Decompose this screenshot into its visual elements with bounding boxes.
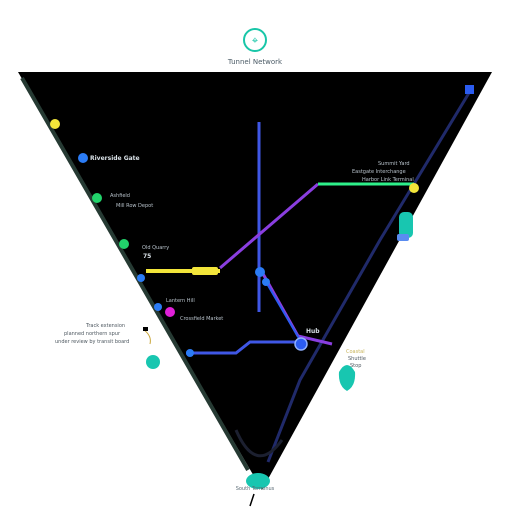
label-right-station-line-3: Harbor Link Terminal [362, 177, 414, 183]
network-frame [18, 72, 492, 490]
bottom-tail [249, 493, 255, 507]
node-yellow-right [409, 183, 419, 193]
right-outer-note-line-1: Coastal [346, 349, 365, 355]
node-green-2 [119, 239, 129, 249]
node-yellow-tag [192, 267, 218, 275]
outer-note-line-2: planned northern spur [64, 331, 121, 337]
label-right-station-line-1: Summit Yard [378, 161, 410, 167]
right-outer-note-line-2: Shuttle [348, 356, 366, 362]
purple-diagonal-line [219, 182, 319, 270]
node-hub [255, 267, 265, 277]
node-blue-2 [137, 274, 145, 282]
outer-note-marker [143, 327, 148, 331]
node-blue-4 [186, 349, 194, 357]
bottom-loop [234, 429, 284, 458]
node-cyan-badge-base [397, 234, 409, 241]
node-cyan-badge [399, 212, 413, 238]
node-yellow-top-left [50, 119, 60, 129]
node-junction [294, 337, 308, 351]
node-blue-1 [78, 153, 88, 163]
label-left-station-3-code: 75 [143, 253, 152, 260]
node-blue-3 [154, 303, 162, 311]
label-center-junction: Hub [306, 328, 320, 335]
label-right-station-line-2: Eastgate Interchange [352, 169, 406, 175]
bottom-caption: South Terminus [235, 486, 275, 492]
label-left-station-3: Old Quarry [142, 245, 170, 251]
network-title: Tunnel Network [227, 58, 283, 66]
map-pin-icon: ⌖ [243, 28, 267, 52]
node-bottom-cyan [246, 473, 270, 489]
node-hub-lower [262, 278, 270, 286]
node-outer-cyan [146, 355, 160, 369]
outer-note-connector [143, 329, 151, 345]
outer-note-line-3: under review by transit board [55, 339, 130, 345]
label-left-station-2-line-2: Mill Row Depot [116, 203, 154, 209]
right-inner-rail [266, 87, 474, 463]
outer-note-line-1: Track extension [86, 323, 126, 329]
node-top-right-square [465, 85, 474, 94]
node-green-1 [92, 193, 102, 203]
node-outer-cyan-pin [338, 365, 356, 391]
left-outer-rail [20, 77, 250, 471]
blue-lower-path [186, 340, 304, 355]
label-left-station-2-line-1: Ashfield [110, 193, 130, 199]
right-outer-note-line-3: Stop [350, 363, 362, 369]
label-left-station-1: Riverside Gate [90, 155, 140, 162]
node-magenta [165, 307, 175, 317]
label-left-station-5: Crossfield Market [180, 316, 224, 322]
label-left-station-4: Lantern Hill [166, 298, 195, 304]
center-connector [265, 281, 301, 341]
